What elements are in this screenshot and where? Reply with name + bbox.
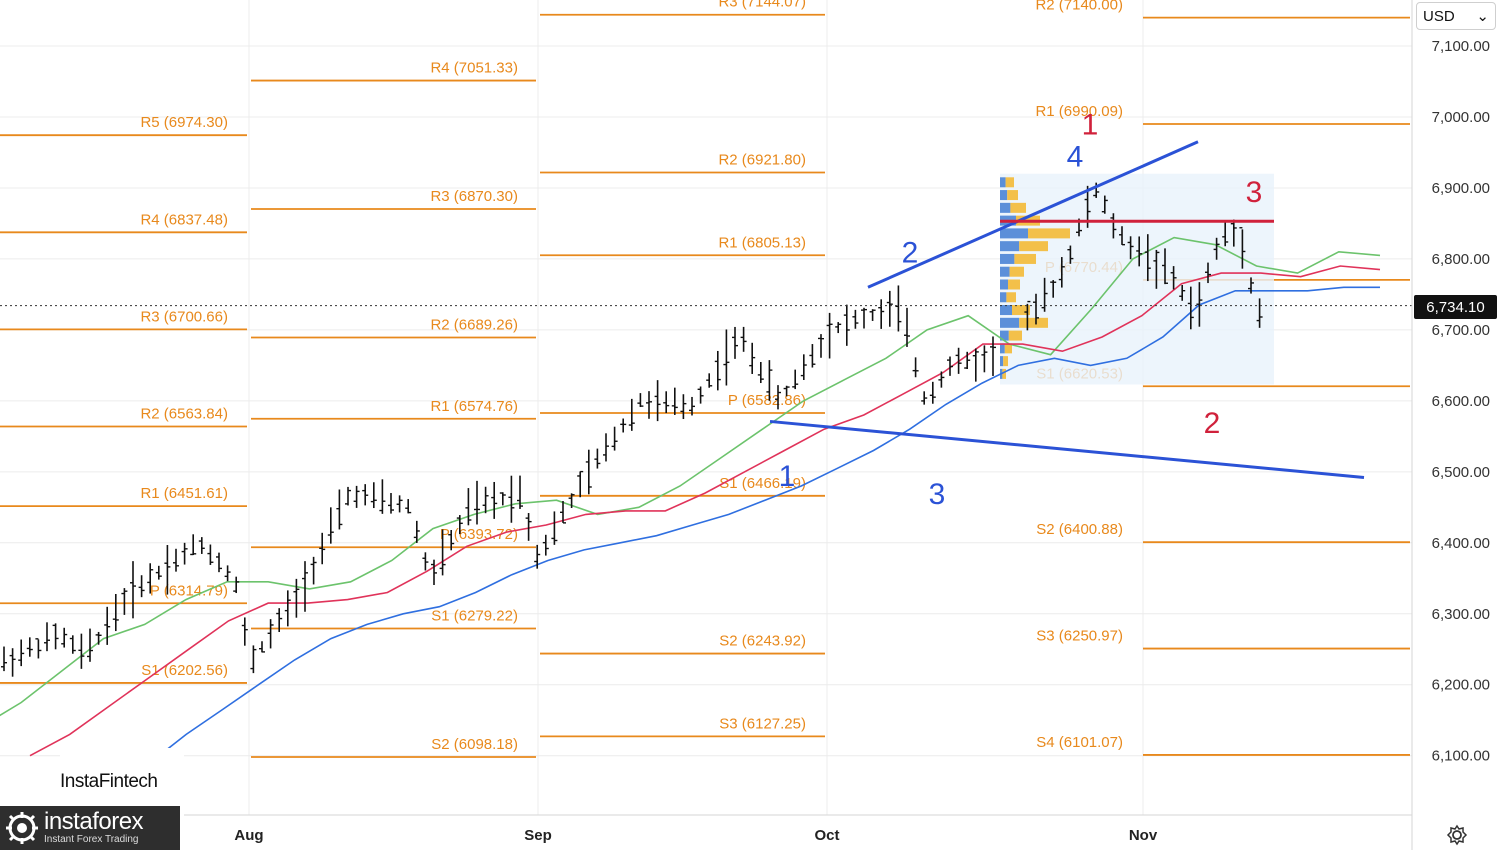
- red-moving-average: [29, 265, 1381, 757]
- price-tick-label: 6,200.00: [1432, 677, 1490, 694]
- volume-profile-bar: [1006, 292, 1016, 303]
- pivot-level-label: R4 (7051.33): [430, 60, 518, 77]
- pivot-level-label: R2 (6921.80): [718, 151, 806, 168]
- volume-profile-bar: [1000, 177, 1006, 188]
- pivot-level-label: R1 (6990.09): [1035, 103, 1123, 120]
- volume-profile-bar: [1019, 317, 1048, 328]
- blue-moving-average: [149, 286, 1380, 764]
- wave-label-red: 2: [1204, 407, 1221, 440]
- chevron-down-icon: ⌄: [1476, 8, 1489, 25]
- volume-profile-bar: [1014, 253, 1036, 264]
- pivot-level-label: S4 (6101.07): [1036, 734, 1123, 751]
- price-tick-label: 6,800.00: [1432, 251, 1490, 268]
- pivot-level-label: R1 (6451.61): [140, 485, 228, 502]
- pivot-level-label: R3 (6870.30): [430, 188, 518, 205]
- settings-gear-icon[interactable]: [1446, 824, 1468, 846]
- wave-label-blue: 1: [779, 460, 796, 493]
- volume-profile-bar: [1002, 368, 1006, 379]
- price-tick-label: 6,100.00: [1432, 748, 1490, 765]
- pivot-level-label: R1 (6574.76): [430, 398, 518, 415]
- price-tick-label: 7,000.00: [1432, 109, 1490, 126]
- wave-label-blue: 3: [929, 478, 946, 511]
- volume-profile-bar: [1019, 241, 1048, 252]
- month-tick-label: Oct: [814, 827, 839, 844]
- price-tick-label: 7,100.00: [1432, 38, 1490, 55]
- upper-channel-line: [867, 140, 1199, 289]
- pivot-level-label: S2 (6243.92): [719, 633, 806, 650]
- instaforex-logo-icon: [6, 812, 38, 844]
- month-tick-label: Sep: [524, 827, 552, 844]
- pivot-level-label: R3 (7144.07): [718, 0, 806, 11]
- volume-profile-bar: [1008, 279, 1020, 290]
- price-tick-label: 6,300.00: [1432, 606, 1490, 623]
- chart-brand: InstaFintech: [60, 748, 184, 816]
- pivot-level-label: S1 (6466.19): [719, 475, 806, 492]
- wave-label-blue: 4: [1067, 141, 1084, 174]
- pivot-level-label: S1 (6279.22): [431, 608, 518, 625]
- wave-label-blue: 2: [902, 236, 919, 269]
- pivot-level-label: R2 (7140.00): [1035, 0, 1123, 14]
- volume-profile-bar: [1008, 330, 1022, 341]
- volume-profile-bar: [1000, 292, 1007, 303]
- month-tick-label: Aug: [234, 827, 263, 844]
- current-price-label: 6,734.10: [1426, 298, 1485, 316]
- pivot-level-label: R5 (6974.30): [140, 114, 228, 131]
- pivot-level-label: S1 (6202.56): [141, 662, 228, 679]
- wave-label-red: 1: [1082, 109, 1099, 142]
- pivot-level-label: P (6314.79): [150, 582, 228, 599]
- volume-profile-bar: [1000, 317, 1020, 328]
- volume-profile-bar: [1000, 228, 1028, 239]
- pivot-level-label: S3 (6127.25): [719, 715, 806, 732]
- pivot-level-label: S2 (6098.18): [431, 736, 518, 753]
- currency-select[interactable]: USD ⌄: [1416, 2, 1496, 30]
- lower-channel-line: [769, 419, 1365, 479]
- instaforex-tagline: Instant Forex Trading: [44, 834, 139, 845]
- price-tick-label: 6,400.00: [1432, 535, 1490, 552]
- volume-profile-bar: [1005, 177, 1014, 188]
- price-tick-label: 6,700.00: [1432, 322, 1490, 339]
- price-tick-label: 6,500.00: [1432, 464, 1490, 481]
- volume-profile-bar: [1028, 228, 1070, 239]
- volume-profile-bar: [1000, 253, 1015, 264]
- pivot-level-label: R3 (6700.66): [140, 308, 228, 325]
- instaforex-name: instaforex: [44, 808, 144, 835]
- volume-profile-bar: [1000, 266, 1010, 277]
- volume-profile-bar: [1003, 356, 1008, 367]
- pivot-level-label: R2 (6563.84): [140, 406, 228, 423]
- volume-profile-bar: [1004, 343, 1012, 354]
- volume-profile-bar: [1000, 279, 1008, 290]
- volume-profile-bar: [1007, 190, 1018, 201]
- month-tick-label: Nov: [1129, 827, 1158, 844]
- volume-profile-bar: [1000, 343, 1005, 354]
- volume-profile-bar: [1009, 266, 1024, 277]
- pivot-level-label: S3 (6250.97): [1036, 628, 1123, 645]
- volume-profile-bar: [1000, 241, 1020, 252]
- price-tick-label: 6,900.00: [1432, 180, 1490, 197]
- currency-label: USD: [1423, 7, 1455, 25]
- volume-profile-bar: [1000, 202, 1011, 213]
- pivot-level-label: R2 (6689.26): [430, 317, 518, 334]
- volume-profile-bar: [1000, 305, 1012, 316]
- volume-profile-bar: [1012, 305, 1030, 316]
- volume-profile-bar: [1000, 330, 1009, 341]
- pivot-level-label: S2 (6400.88): [1036, 521, 1123, 538]
- wave-label-red: 3: [1246, 176, 1263, 209]
- pivot-level-label: R4 (6837.48): [140, 211, 228, 228]
- instaforex-logo: instaforex Instant Forex Trading: [0, 806, 180, 850]
- chart-brand-label: InstaFintech: [60, 771, 158, 792]
- volume-profile-bar: [1000, 356, 1004, 367]
- price-tick-label: 6,600.00: [1432, 393, 1490, 410]
- volume-profile-bar: [1000, 190, 1008, 201]
- pivot-level-label: R1 (6805.13): [718, 234, 806, 251]
- volume-profile-bar: [1010, 202, 1026, 213]
- current-price-tag: 6,734.10: [1414, 295, 1497, 319]
